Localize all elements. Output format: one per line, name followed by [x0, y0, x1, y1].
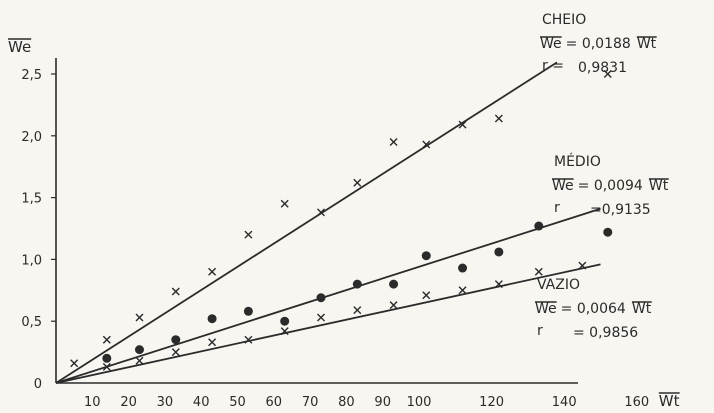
- regression-lines: [55, 61, 601, 384]
- point-series-2: [534, 221, 544, 231]
- point-series-1: [171, 287, 180, 296]
- equation-coefficient: = 0,0064: [561, 301, 626, 317]
- y-tick-label: 0,5: [21, 315, 42, 330]
- point-series-3: [534, 267, 543, 276]
- point-series-3: [353, 306, 362, 315]
- point-series-2: [389, 279, 399, 289]
- point-series-2: [316, 293, 326, 303]
- y-tick-label: 2,5: [21, 68, 42, 83]
- point-series-1: [208, 267, 217, 276]
- x-tick-label: 30: [157, 395, 174, 410]
- equation-lhs: We: [552, 178, 574, 194]
- annotation-series-3: VAZIO We = 0,0064 Wt r = 0,9856: [535, 277, 652, 341]
- x-axis-label: Wt: [659, 392, 680, 410]
- point-series-3: [135, 356, 144, 365]
- point-series-2: [171, 335, 181, 345]
- equation-lhs: We: [535, 301, 557, 317]
- point-series-3: [422, 291, 431, 300]
- y-tick-label: 1,0: [21, 253, 42, 268]
- r-value: =0,9135: [590, 202, 651, 218]
- equation-coefficient: = 0,0188: [566, 36, 631, 52]
- x-tick-label: 160: [624, 395, 649, 410]
- x-tick-label: 90: [374, 395, 391, 410]
- y-axis-label: We: [8, 38, 31, 56]
- series-name: CHEIO: [542, 12, 586, 28]
- x-tick-label: 40: [193, 395, 210, 410]
- x-tick-label: 140: [552, 395, 577, 410]
- point-series-3: [389, 301, 398, 310]
- point-series-3: [70, 359, 79, 368]
- point-series-2: [280, 316, 290, 326]
- r-value: 0,9831: [578, 60, 627, 76]
- series-name: VAZIO: [537, 277, 580, 293]
- point-series-2: [243, 306, 253, 316]
- point-series-1: [135, 313, 144, 322]
- point-series-1: [458, 120, 467, 129]
- data-points: [70, 70, 613, 371]
- point-series-2: [421, 251, 431, 261]
- axes: [55, 58, 578, 384]
- x-tick-label: 80: [338, 395, 355, 410]
- point-series-3: [208, 338, 217, 347]
- regression-line-3: [55, 263, 601, 384]
- point-series-2: [352, 279, 362, 289]
- point-series-2: [207, 314, 217, 324]
- point-series-2: [494, 247, 504, 257]
- equation-lhs: We: [540, 36, 562, 52]
- equation-rhs: Wt: [637, 36, 657, 52]
- y-tick-label: 2,0: [21, 130, 42, 145]
- equation-rhs: Wt: [649, 178, 669, 194]
- point-series-3: [578, 261, 587, 270]
- point-series-1: [494, 114, 503, 123]
- r-value: = 0,9856: [573, 325, 638, 341]
- point-series-3: [244, 335, 253, 344]
- x-tick-label: 10: [84, 395, 101, 410]
- point-series-1: [316, 208, 325, 217]
- equation-coefficient: = 0,0094: [578, 178, 643, 194]
- r-label: r =: [542, 58, 564, 74]
- point-series-2: [603, 227, 613, 237]
- y-tick-label: 1,5: [21, 192, 42, 207]
- point-series-1: [102, 335, 111, 344]
- point-series-1: [353, 178, 362, 187]
- series-name: MÉDIO: [554, 153, 601, 170]
- point-series-1: [389, 137, 398, 146]
- tick-labels: 0 0,5 1,0 1,5 2,0 2,5 10 20 30 40 50 60 70 80 90 100 120…: [21, 68, 649, 410]
- point-series-1: [422, 140, 431, 149]
- regression-line-1: [55, 61, 558, 384]
- point-series-3: [102, 362, 111, 371]
- x-tick-label: 50: [229, 395, 246, 410]
- regression-line-2: [55, 207, 601, 384]
- annotation-series-2: MÉDIO We = 0,0094 Wt r =0,9135: [552, 153, 669, 218]
- point-series-3: [458, 286, 467, 295]
- point-series-3: [171, 348, 180, 357]
- x-tick-label: 120: [479, 395, 504, 410]
- point-series-1: [280, 199, 289, 208]
- point-series-3: [280, 327, 289, 336]
- equation-rhs: Wt: [632, 301, 652, 317]
- point-series-1: [244, 230, 253, 239]
- point-series-3: [316, 313, 325, 322]
- point-series-1: [603, 70, 612, 78]
- annotation-series-1: CHEIO We = 0,0188 Wt r = 0,9831: [540, 12, 657, 76]
- x-tick-label: 70: [302, 395, 319, 410]
- r-label: r: [554, 200, 560, 216]
- point-series-2: [458, 263, 468, 273]
- x-tick-label: 60: [266, 395, 283, 410]
- r-label: r: [537, 323, 543, 339]
- x-tick-label: 100: [407, 395, 432, 410]
- x-tick-label: 20: [120, 395, 137, 410]
- point-series-2: [134, 345, 144, 355]
- point-series-3: [494, 280, 503, 289]
- y-tick-label: 0: [34, 377, 42, 392]
- point-series-2: [102, 353, 112, 363]
